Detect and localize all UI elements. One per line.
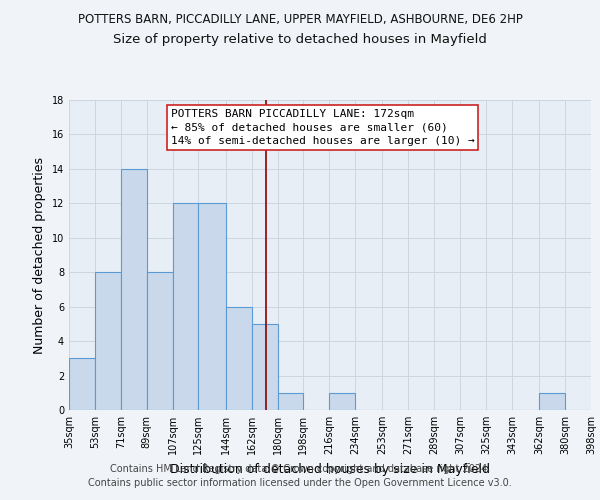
Bar	[121, 169, 146, 410]
Text: POTTERS BARN, PICCADILLY LANE, UPPER MAYFIELD, ASHBOURNE, DE6 2HP: POTTERS BARN, PICCADILLY LANE, UPPER MAY…	[77, 12, 523, 26]
Bar	[69, 358, 95, 410]
Bar	[146, 272, 173, 410]
Bar	[539, 393, 565, 410]
Bar	[173, 204, 199, 410]
Y-axis label: Number of detached properties: Number of detached properties	[33, 156, 46, 354]
Bar	[95, 272, 121, 410]
Bar	[226, 306, 251, 410]
X-axis label: Distribution of detached houses by size in Mayfield: Distribution of detached houses by size …	[170, 462, 490, 475]
Bar	[199, 204, 226, 410]
Bar	[329, 393, 355, 410]
Bar	[278, 393, 304, 410]
Bar	[251, 324, 278, 410]
Text: Contains HM Land Registry data © Crown copyright and database right 2024.
Contai: Contains HM Land Registry data © Crown c…	[88, 464, 512, 487]
Text: POTTERS BARN PICCADILLY LANE: 172sqm
← 85% of detached houses are smaller (60)
1: POTTERS BARN PICCADILLY LANE: 172sqm ← 8…	[171, 110, 475, 146]
Text: Size of property relative to detached houses in Mayfield: Size of property relative to detached ho…	[113, 32, 487, 46]
